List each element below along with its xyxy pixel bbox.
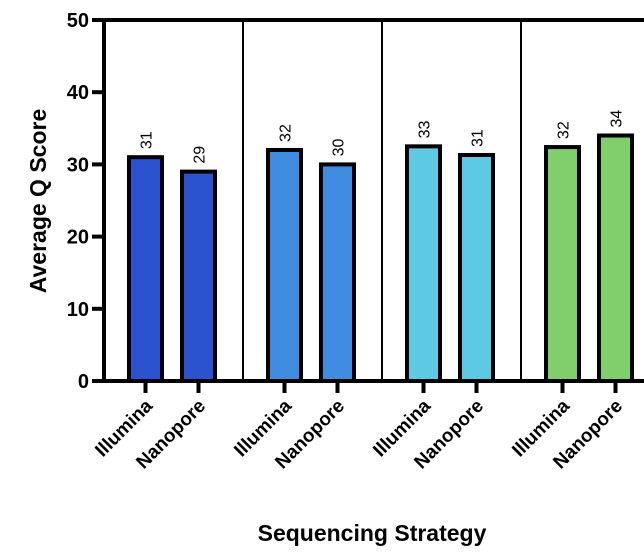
y-tick-label: 30 xyxy=(67,154,89,176)
bar xyxy=(266,147,303,383)
bar xyxy=(544,145,581,383)
x-axis-title: Sequencing Strategy xyxy=(258,520,487,546)
bar xyxy=(127,155,164,383)
y-tick-label: 40 xyxy=(67,82,89,104)
data-label: 32 xyxy=(278,124,295,142)
bars xyxy=(127,133,634,383)
y-tick-label: 20 xyxy=(67,227,89,249)
data-label: 33 xyxy=(417,120,434,138)
data-label: 29 xyxy=(192,146,209,164)
data-label: 34 xyxy=(609,110,626,128)
y-tick-label: 0 xyxy=(78,371,89,393)
y-tick-label: 50 xyxy=(67,10,89,32)
data-label: 32 xyxy=(556,121,573,139)
bar xyxy=(319,162,356,383)
data-label: 30 xyxy=(331,139,348,157)
bar xyxy=(180,169,217,383)
y-axis-title: Average Q Score xyxy=(25,109,51,294)
y-tick-label: 10 xyxy=(67,299,89,321)
bar xyxy=(405,144,442,383)
bar xyxy=(458,153,495,383)
data-label: 31 xyxy=(470,129,487,147)
bar xyxy=(597,133,634,383)
data-label: 31 xyxy=(139,131,156,149)
